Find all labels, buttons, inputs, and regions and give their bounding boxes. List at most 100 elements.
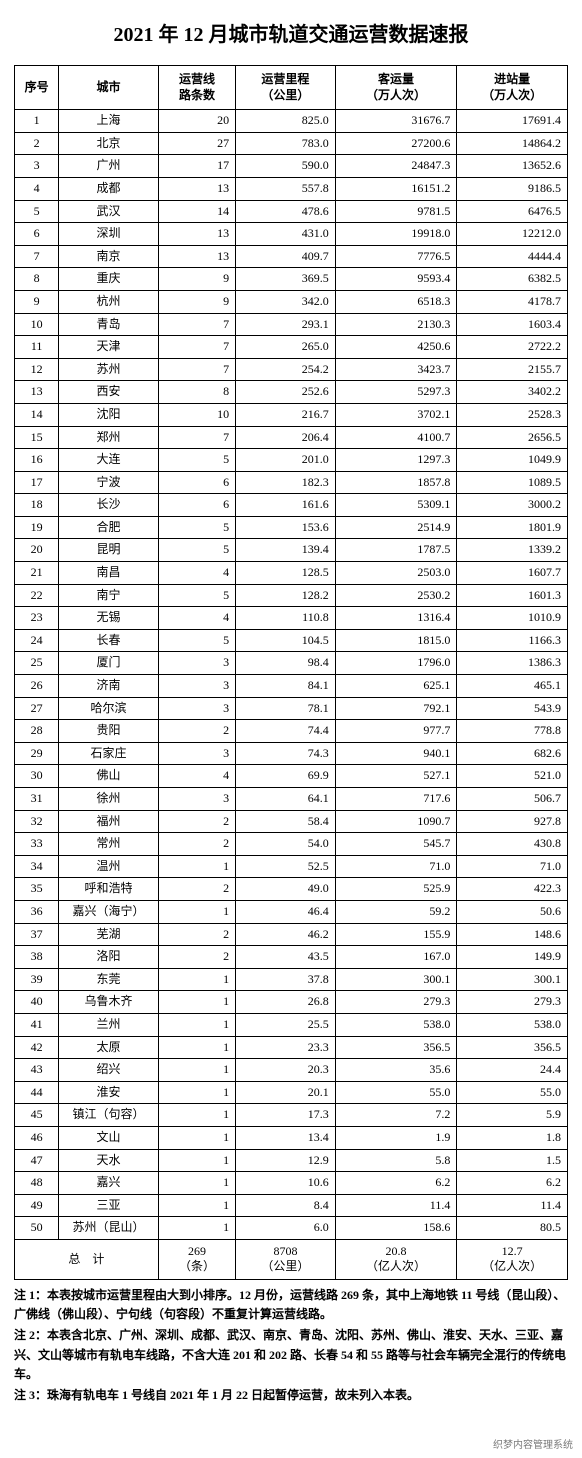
table-row: 1上海20825.031676.717691.4 bbox=[15, 110, 568, 133]
cell-pax: 5309.1 bbox=[335, 494, 457, 517]
cell-idx: 2 bbox=[15, 132, 59, 155]
cell-city: 杭州 bbox=[59, 290, 159, 313]
cell-city: 福州 bbox=[59, 810, 159, 833]
cell-in: 538.0 bbox=[457, 1013, 568, 1036]
cell-in: 430.8 bbox=[457, 833, 568, 856]
cell-idx: 42 bbox=[15, 1036, 59, 1059]
table-row: 19合肥5153.62514.91801.9 bbox=[15, 516, 568, 539]
table-row: 22南宁5128.22530.21601.3 bbox=[15, 584, 568, 607]
cell-km: 12.9 bbox=[236, 1149, 336, 1172]
cell-km: 783.0 bbox=[236, 132, 336, 155]
cell-city: 徐州 bbox=[59, 788, 159, 811]
cell-lines: 9 bbox=[158, 290, 235, 313]
cell-in: 2656.5 bbox=[457, 426, 568, 449]
cell-city: 石家庄 bbox=[59, 742, 159, 765]
cell-in: 55.0 bbox=[457, 1081, 568, 1104]
cell-idx: 13 bbox=[15, 381, 59, 404]
cell-pax: 1.9 bbox=[335, 1126, 457, 1149]
cell-km: 25.5 bbox=[236, 1013, 336, 1036]
cell-in: 465.1 bbox=[457, 675, 568, 698]
cell-km: 139.4 bbox=[236, 539, 336, 562]
cell-idx: 1 bbox=[15, 110, 59, 133]
cell-in: 4444.4 bbox=[457, 245, 568, 268]
cell-idx: 23 bbox=[15, 607, 59, 630]
cell-city: 沈阳 bbox=[59, 403, 159, 426]
cell-pax: 55.0 bbox=[335, 1081, 457, 1104]
cell-km: 478.6 bbox=[236, 200, 336, 223]
cell-city: 文山 bbox=[59, 1126, 159, 1149]
col-in: 进站量（万人次） bbox=[457, 66, 568, 110]
cell-pax: 1787.5 bbox=[335, 539, 457, 562]
cell-pax: 940.1 bbox=[335, 742, 457, 765]
cell-idx: 38 bbox=[15, 946, 59, 969]
cell-pax: 625.1 bbox=[335, 675, 457, 698]
cell-in: 148.6 bbox=[457, 923, 568, 946]
cell-idx: 16 bbox=[15, 449, 59, 472]
cell-lines: 1 bbox=[158, 900, 235, 923]
cell-city: 芜湖 bbox=[59, 923, 159, 946]
cell-city: 武汉 bbox=[59, 200, 159, 223]
cell-lines: 1 bbox=[158, 1013, 235, 1036]
table-row: 27哈尔滨378.1792.1543.9 bbox=[15, 697, 568, 720]
note-line: 注 2：本表含北京、广州、深圳、成都、武汉、南京、青岛、沈阳、苏州、佛山、淮安、… bbox=[14, 1326, 568, 1384]
table-row: 45镇江（句容）117.37.25.9 bbox=[15, 1104, 568, 1127]
cell-idx: 21 bbox=[15, 562, 59, 585]
table-row: 38洛阳243.5167.0149.9 bbox=[15, 946, 568, 969]
cell-km: 6.0 bbox=[236, 1217, 336, 1240]
cell-city: 厦门 bbox=[59, 652, 159, 675]
cell-km: 206.4 bbox=[236, 426, 336, 449]
cell-in: 6382.5 bbox=[457, 268, 568, 291]
cell-lines: 5 bbox=[158, 539, 235, 562]
cell-city: 北京 bbox=[59, 132, 159, 155]
cell-km: 8.4 bbox=[236, 1194, 336, 1217]
cell-pax: 527.1 bbox=[335, 765, 457, 788]
cell-lines: 5 bbox=[158, 449, 235, 472]
cell-km: 342.0 bbox=[236, 290, 336, 313]
col-city: 城市 bbox=[59, 66, 159, 110]
col-km: 运营里程（公里） bbox=[236, 66, 336, 110]
cell-lines: 20 bbox=[158, 110, 235, 133]
page-title: 2021 年 12 月城市轨道交通运营数据速报 bbox=[14, 18, 568, 47]
total-row: 总 计 269（条） 8708（公里） 20.8（亿人次） 12.7（亿人次） bbox=[15, 1239, 568, 1279]
cell-idx: 35 bbox=[15, 878, 59, 901]
cell-km: 369.5 bbox=[236, 268, 336, 291]
cell-lines: 7 bbox=[158, 358, 235, 381]
cell-pax: 7.2 bbox=[335, 1104, 457, 1127]
table-row: 48嘉兴110.66.26.2 bbox=[15, 1172, 568, 1195]
note-line: 注 1：本表按城市运营里程由大到小排序。12 月份，运营线路 269 条，其中上… bbox=[14, 1286, 568, 1324]
cell-km: 46.2 bbox=[236, 923, 336, 946]
cell-city: 合肥 bbox=[59, 516, 159, 539]
cell-km: 431.0 bbox=[236, 223, 336, 246]
cell-km: 825.0 bbox=[236, 110, 336, 133]
cell-city: 西安 bbox=[59, 381, 159, 404]
cell-pax: 27200.6 bbox=[335, 132, 457, 155]
cell-pax: 35.6 bbox=[335, 1059, 457, 1082]
table-row: 5武汉14478.69781.56476.5 bbox=[15, 200, 568, 223]
cell-in: 1386.3 bbox=[457, 652, 568, 675]
cell-city: 宁波 bbox=[59, 471, 159, 494]
cell-idx: 11 bbox=[15, 336, 59, 359]
cell-city: 常州 bbox=[59, 833, 159, 856]
cell-idx: 33 bbox=[15, 833, 59, 856]
cell-idx: 20 bbox=[15, 539, 59, 562]
cell-in: 50.6 bbox=[457, 900, 568, 923]
cell-city: 南宁 bbox=[59, 584, 159, 607]
cell-lines: 6 bbox=[158, 471, 235, 494]
cell-pax: 4250.6 bbox=[335, 336, 457, 359]
cell-city: 呼和浩特 bbox=[59, 878, 159, 901]
table-row: 23无锡4110.81316.41010.9 bbox=[15, 607, 568, 630]
cell-in: 1166.3 bbox=[457, 629, 568, 652]
cell-lines: 3 bbox=[158, 675, 235, 698]
table-row: 35呼和浩特249.0525.9422.3 bbox=[15, 878, 568, 901]
cell-idx: 18 bbox=[15, 494, 59, 517]
data-table: 序号 城市 运营线路条数 运营里程（公里） 客运量（万人次） 进站量（万人次） … bbox=[14, 65, 568, 1280]
cell-pax: 1316.4 bbox=[335, 607, 457, 630]
cell-idx: 40 bbox=[15, 991, 59, 1014]
cell-idx: 32 bbox=[15, 810, 59, 833]
cell-pax: 792.1 bbox=[335, 697, 457, 720]
cell-in: 11.4 bbox=[457, 1194, 568, 1217]
cell-km: 84.1 bbox=[236, 675, 336, 698]
cell-km: 58.4 bbox=[236, 810, 336, 833]
cell-idx: 47 bbox=[15, 1149, 59, 1172]
cell-lines: 2 bbox=[158, 946, 235, 969]
